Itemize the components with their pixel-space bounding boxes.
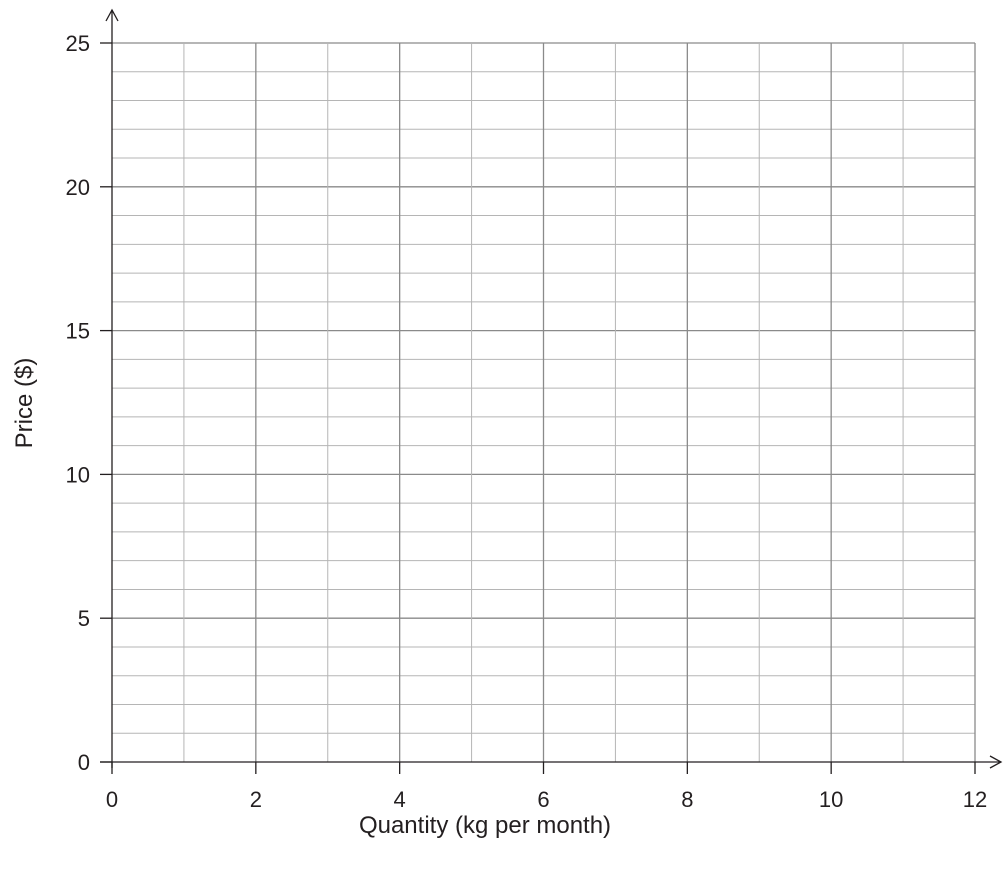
y-tick-label: 10 bbox=[66, 462, 90, 487]
x-axis-title: Quantity (kg per month) bbox=[359, 812, 611, 839]
y-axis-title: Price ($) bbox=[11, 358, 38, 449]
y-tick-label: 15 bbox=[66, 319, 90, 344]
y-tick-label: 20 bbox=[66, 175, 90, 200]
ticks: 0 5 10 15 20 25 0 2 4 6 8 10 12 bbox=[66, 31, 988, 812]
x-tick-label: 4 bbox=[394, 787, 406, 812]
y-tick-label: 5 bbox=[78, 606, 90, 631]
x-axis-arrow-icon bbox=[989, 755, 1003, 769]
y-tick-label: 25 bbox=[66, 31, 90, 56]
x-tick-label: 6 bbox=[537, 787, 549, 812]
axes bbox=[100, 8, 1003, 769]
x-tick-label: 0 bbox=[106, 787, 118, 812]
y-axis-arrow-icon bbox=[105, 8, 119, 22]
x-tick-label: 2 bbox=[250, 787, 262, 812]
x-tick-label: 8 bbox=[681, 787, 693, 812]
x-tick-label: 12 bbox=[963, 787, 987, 812]
y-tick-label: 0 bbox=[78, 750, 90, 775]
x-tick-label: 10 bbox=[819, 787, 843, 812]
grid bbox=[112, 42, 976, 762]
